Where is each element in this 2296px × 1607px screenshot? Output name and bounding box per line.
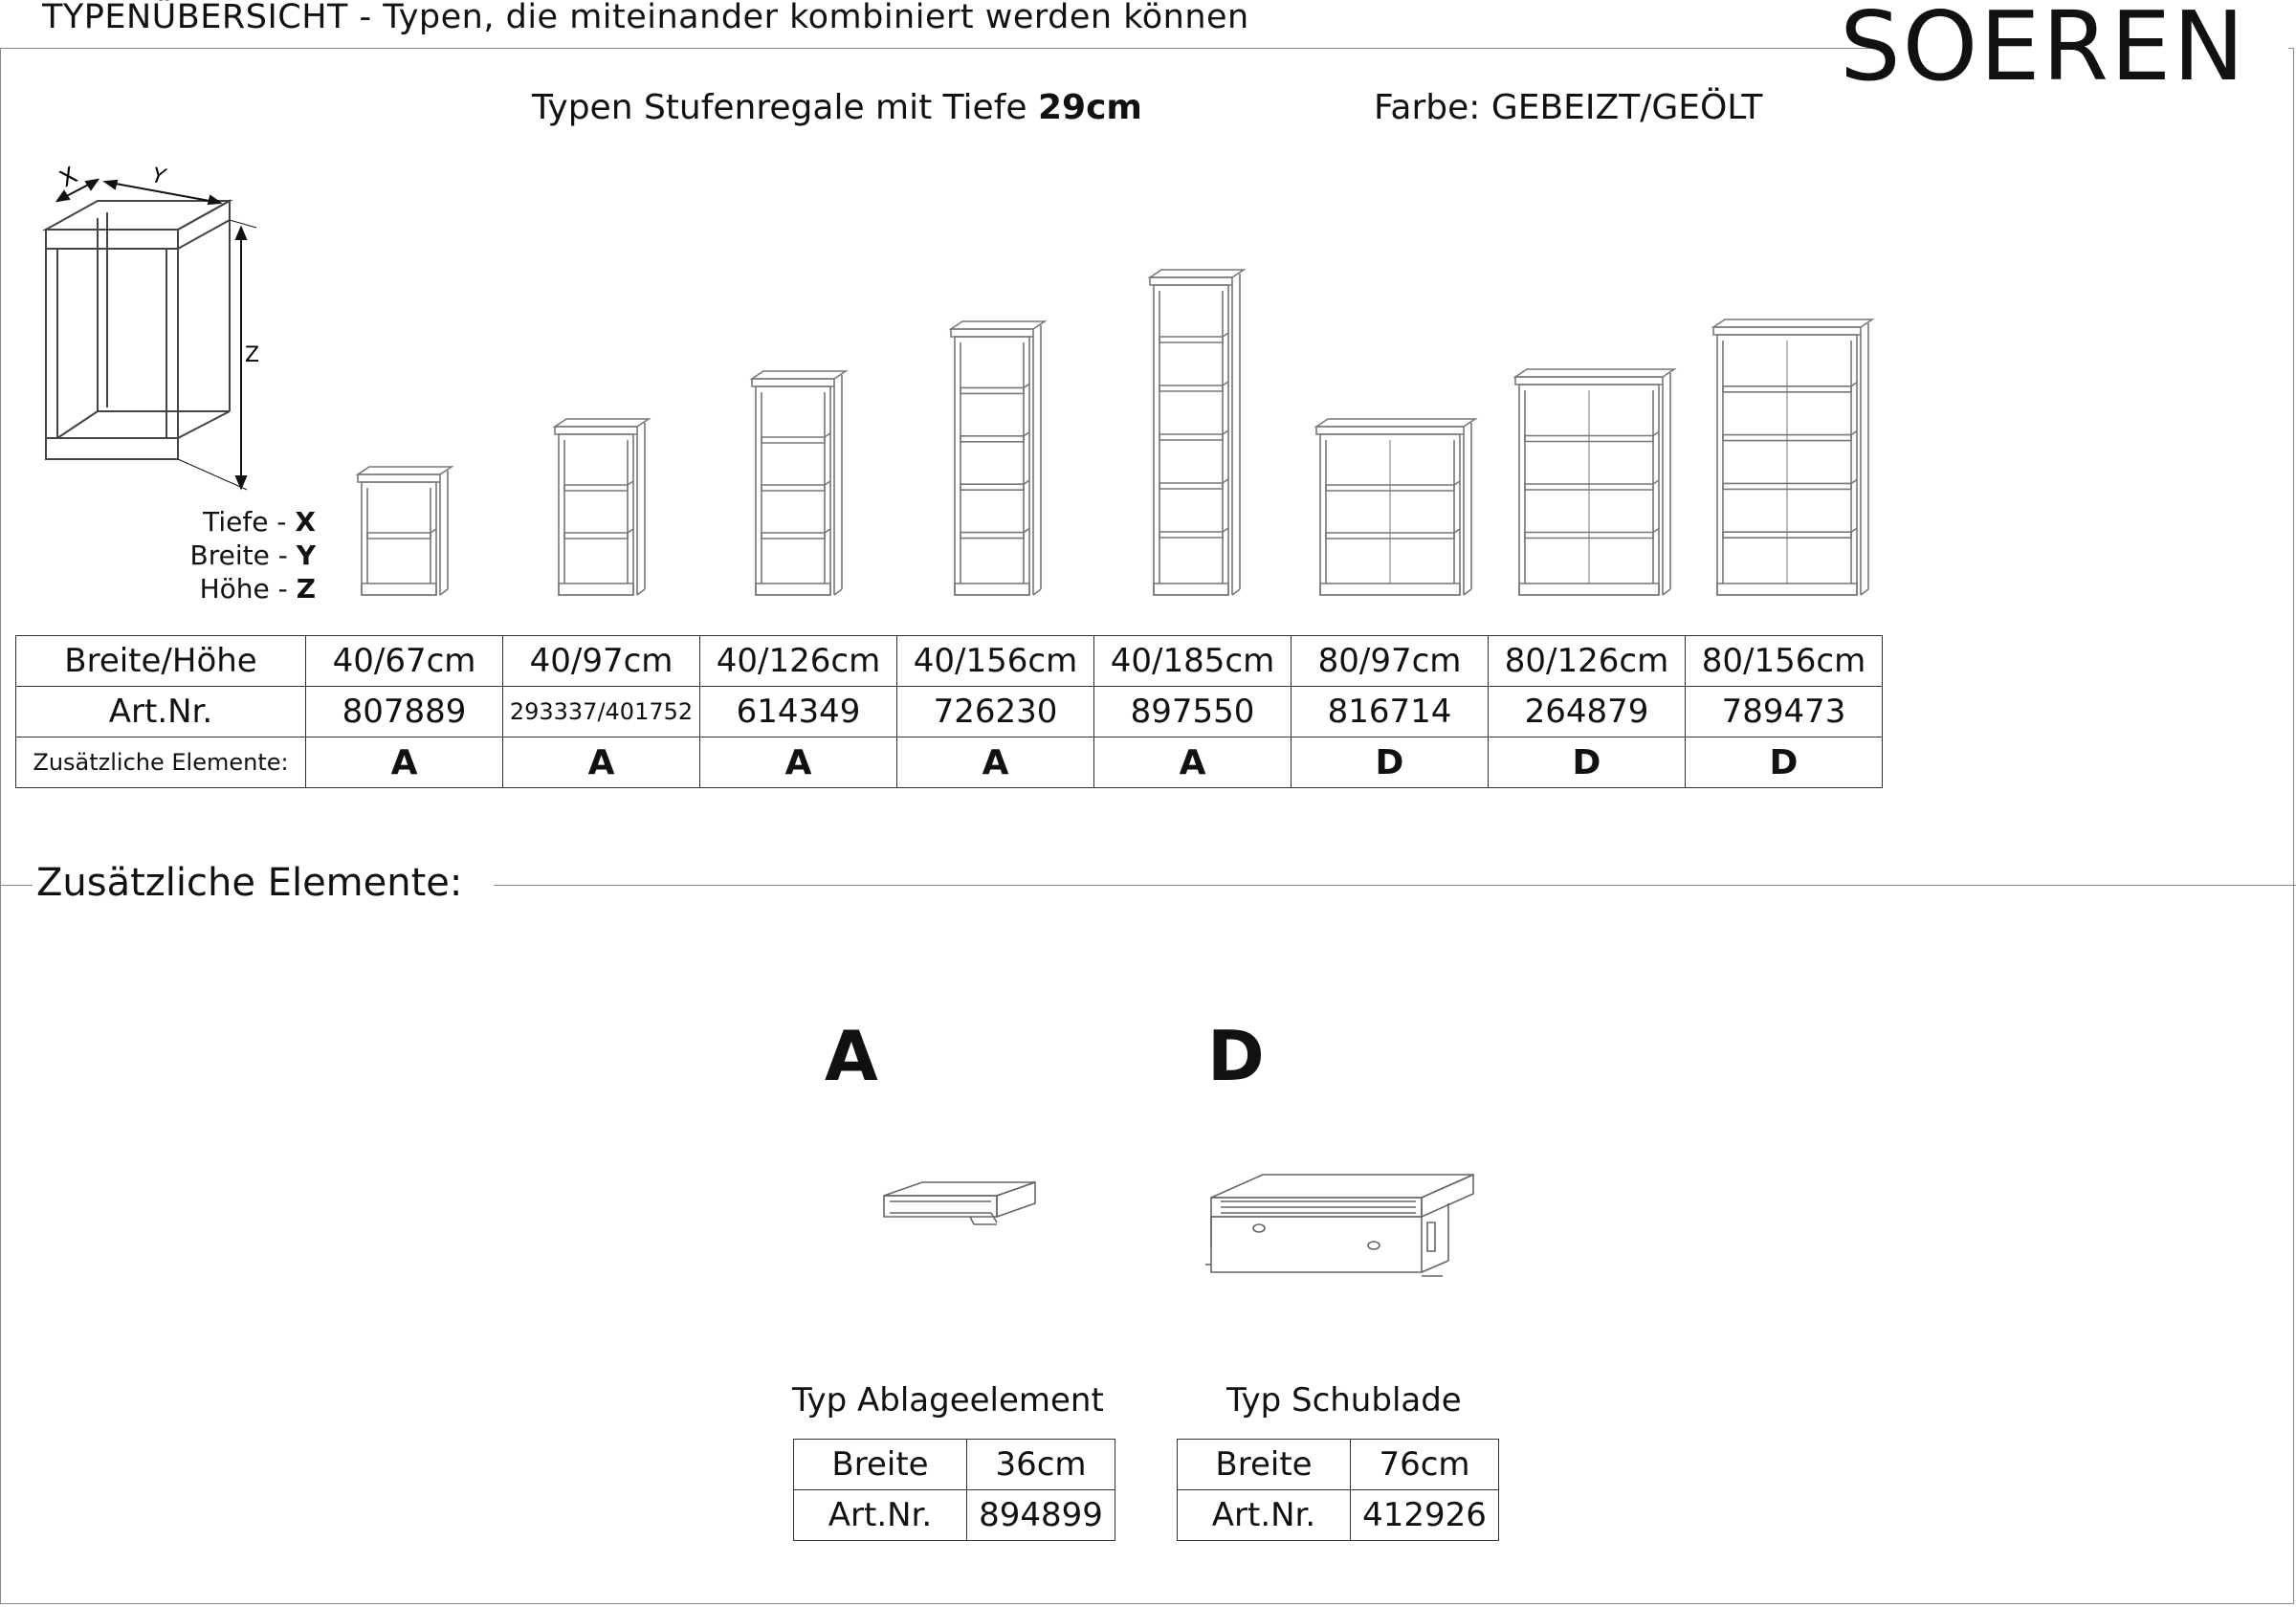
size-cell: 80/126cm: [1488, 635, 1686, 687]
dimension-diagram: X Y Z: [38, 162, 259, 507]
tray-spec-table: Breite 36cm Art.Nr. 894899: [793, 1439, 1115, 1541]
size-row-label: Breite/Höhe: [15, 635, 306, 687]
extra-d-letter: D: [1207, 1016, 1265, 1096]
depth-subtitle-prefix: Typen Stufenregale mit Tiefe: [532, 88, 1038, 127]
size-cell: 40/185cm: [1093, 635, 1292, 687]
article-cell: 726230: [896, 686, 1094, 737]
shelf-unit: [752, 371, 846, 595]
legend-height: Höhe - Z: [199, 573, 316, 605]
extras-cell: A: [1093, 737, 1292, 788]
article-cell: 816714: [1291, 686, 1489, 737]
article-cell: 614349: [699, 686, 897, 737]
section-divider: [0, 885, 33, 886]
color-subtitle: Farbe: GEBEIZT/GEÖLT: [1374, 88, 1763, 127]
drawer-caption: Typ Schublade: [1226, 1381, 1462, 1420]
type-table: Breite/Höhe 40/67cm 40/97cm 40/126cm 40/…: [15, 635, 1883, 788]
extras-section-title: Zusätzliche Elemente:: [36, 861, 463, 905]
tray-caption: Typ Ablageelement: [792, 1381, 1104, 1420]
width-value: 76cm: [1350, 1439, 1499, 1490]
extra-a-letter: A: [825, 1016, 878, 1096]
width-label: Breite: [793, 1439, 967, 1490]
legend-depth: Tiefe - X: [203, 506, 316, 538]
shelf-unit: [951, 321, 1045, 595]
extras-cell: A: [896, 737, 1094, 788]
x-axis-label: X: [55, 162, 82, 192]
legend-width: Breite - Y: [189, 539, 316, 571]
extras-cell: A: [502, 737, 700, 788]
width-value: 36cm: [966, 1439, 1115, 1490]
article-cell: 293337/401752: [502, 686, 700, 737]
extras-cell: D: [1685, 737, 1883, 788]
tray-element-drawing: [878, 1175, 1041, 1236]
page-title: TYPENÜBERSICHT - Typen, die miteinander …: [42, 0, 1249, 36]
shelf-unit: [1316, 419, 1475, 595]
shelf-unit: [1515, 369, 1674, 595]
extras-row: Zusätzliche Elemente: A A A A A D D D: [15, 737, 1883, 788]
y-axis-label: Y: [150, 164, 168, 189]
shelf-unit: [1713, 319, 1872, 595]
size-cell: 80/97cm: [1291, 635, 1489, 687]
depth-value: 29cm: [1037, 88, 1142, 127]
extras-row-label: Zusätzliche Elemente:: [15, 737, 306, 788]
z-axis-label: Z: [245, 343, 259, 367]
shelf-unit: [555, 419, 649, 595]
article-value: 894899: [966, 1489, 1115, 1541]
drawer-spec-table: Breite 76cm Art.Nr. 412926: [1177, 1439, 1499, 1541]
extras-cell: D: [1291, 737, 1489, 788]
size-cell: 40/67cm: [305, 635, 503, 687]
shelf-unit: [1150, 270, 1244, 595]
size-cell: 40/156cm: [896, 635, 1094, 687]
size-cell: 40/126cm: [699, 635, 897, 687]
width-label: Breite: [1177, 1439, 1351, 1490]
article-cell: 807889: [305, 686, 503, 737]
brand-logo: SOEREN: [1840, 0, 2246, 102]
depth-subtitle: Typen Stufenregale mit Tiefe 29cm: [532, 88, 1142, 127]
article-cell: 789473: [1685, 686, 1883, 737]
extras-cell: A: [305, 737, 503, 788]
size-cell: 40/97cm: [502, 635, 700, 687]
drawer-element-drawing: [1203, 1169, 1481, 1284]
article-label: Art.Nr.: [793, 1489, 967, 1541]
article-label: Art.Nr.: [1177, 1489, 1351, 1541]
article-row: Art.Nr. 807889 293337/401752 614349 7262…: [15, 686, 1883, 737]
article-cell: 264879: [1488, 686, 1686, 737]
article-value: 412926: [1350, 1489, 1499, 1541]
shelf-unit: [358, 467, 452, 595]
shelf-illustrations: [0, 249, 1913, 603]
size-cell: 80/156cm: [1685, 635, 1883, 687]
extras-cell: D: [1488, 737, 1686, 788]
size-row: Breite/Höhe 40/67cm 40/97cm 40/126cm 40/…: [15, 635, 1883, 687]
dimension-legend: Tiefe - X Breite - Y Höhe - Z: [134, 505, 316, 605]
section-divider: [494, 885, 2296, 886]
article-cell: 897550: [1093, 686, 1292, 737]
page-frame: [0, 48, 2294, 1604]
extras-cell: A: [699, 737, 897, 788]
article-row-label: Art.Nr.: [15, 686, 306, 737]
